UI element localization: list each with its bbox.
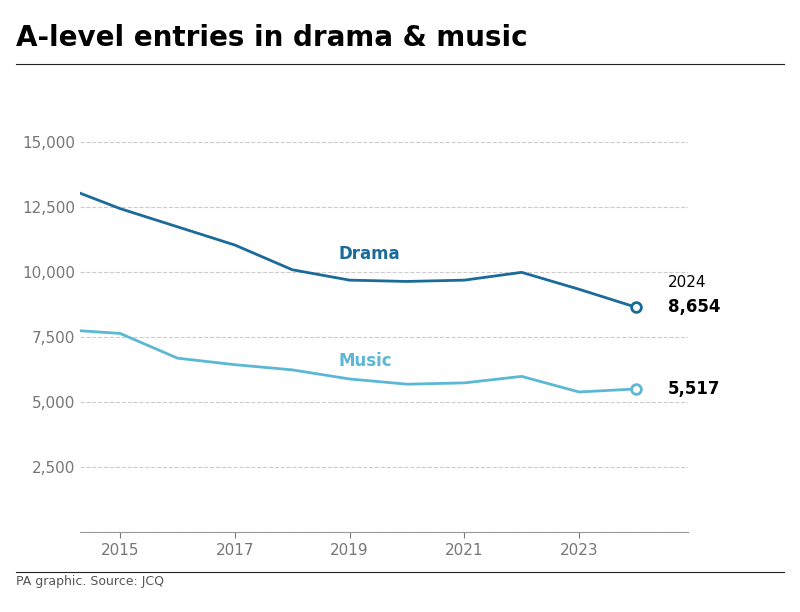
Text: Drama: Drama <box>338 245 400 263</box>
Text: 5,517: 5,517 <box>668 380 721 398</box>
Text: A-level entries in drama & music: A-level entries in drama & music <box>16 24 528 53</box>
Text: 8,654: 8,654 <box>668 298 721 316</box>
Text: Music: Music <box>338 352 392 370</box>
Text: PA graphic. Source: JCQ: PA graphic. Source: JCQ <box>16 575 164 588</box>
Text: 2024: 2024 <box>668 275 706 291</box>
